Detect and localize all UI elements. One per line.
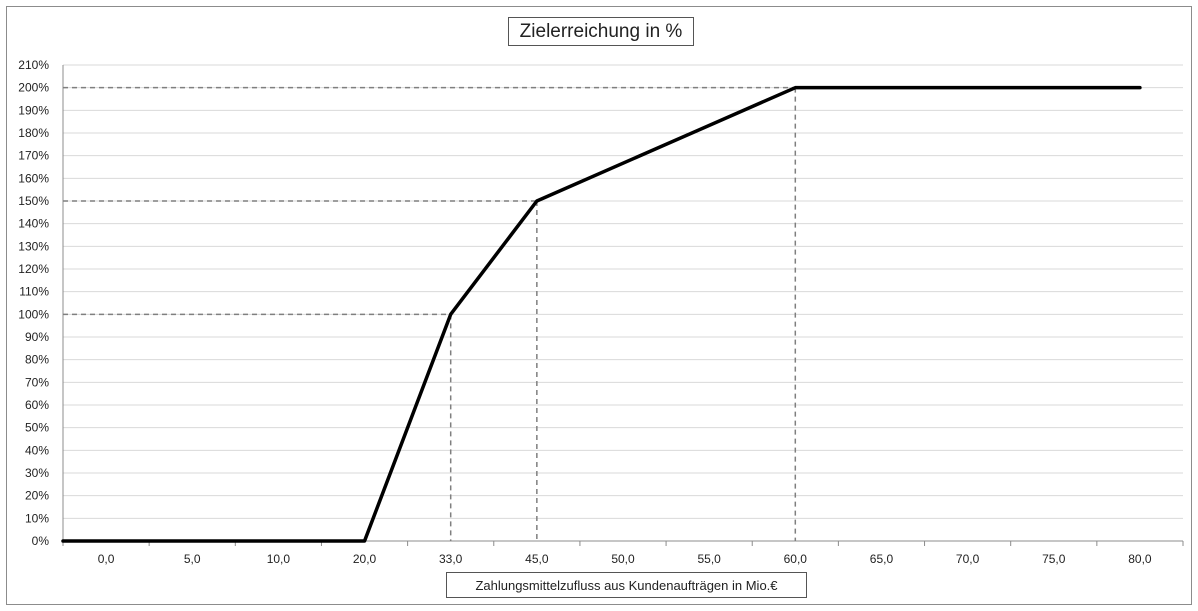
y-tick-label: 210% xyxy=(18,58,49,72)
series-line xyxy=(61,85,1142,543)
y-tick-label: 10% xyxy=(25,511,49,525)
y-tick-label: 160% xyxy=(18,171,49,185)
x-tick-label: 65,0 xyxy=(870,552,894,566)
reference-lines xyxy=(63,86,797,541)
y-tick-label: 80% xyxy=(25,353,49,367)
series-group xyxy=(61,85,1142,543)
y-tick-label: 150% xyxy=(18,194,49,208)
x-tick-label: 0,0 xyxy=(98,552,115,566)
y-tick-label: 190% xyxy=(18,103,49,117)
y-tick-label: 20% xyxy=(25,489,49,503)
x-tick-label: 55,0 xyxy=(697,552,721,566)
y-tick-label: 70% xyxy=(25,375,49,389)
x-tick-label: 10,0 xyxy=(267,552,291,566)
x-tick-label: 20,0 xyxy=(353,552,377,566)
y-tick-label: 110% xyxy=(19,285,49,299)
y-tick-label: 170% xyxy=(18,149,49,163)
y-tick-label: 200% xyxy=(18,81,49,95)
x-tick-label: 80,0 xyxy=(1128,552,1152,566)
x-tick-label: 70,0 xyxy=(956,552,980,566)
y-tick-label: 130% xyxy=(18,239,49,253)
y-tick-label: 90% xyxy=(25,330,49,344)
x-tick-label: 75,0 xyxy=(1042,552,1066,566)
chart-title: Zielerreichung in % xyxy=(508,17,694,46)
y-tick-label: 140% xyxy=(18,217,49,231)
grid-lines xyxy=(62,64,1183,542)
y-tick-label: 60% xyxy=(25,398,49,412)
y-tick-label: 40% xyxy=(25,443,49,457)
x-tick-label: 50,0 xyxy=(611,552,635,566)
x-tick-label: 33,0 xyxy=(439,552,463,566)
ticks: 0% 10% 20% 30% 40% 50% 60% 70% 80% 90% 100% 110% 120… xyxy=(18,58,1184,566)
y-tick-label: 50% xyxy=(25,421,49,435)
y-tick-label: 30% xyxy=(25,466,49,480)
x-axis-label: Zahlungsmittelzufluss aus Kundenaufträge… xyxy=(446,572,807,598)
y-tick-label: 0% xyxy=(32,534,50,548)
y-tick-label: 100% xyxy=(18,307,49,321)
x-tick-label: 45,0 xyxy=(525,552,549,566)
chart-frame xyxy=(6,6,1192,605)
x-tick-label: 60,0 xyxy=(784,552,808,566)
x-tick-label: 5,0 xyxy=(184,552,201,566)
y-tick-label: 120% xyxy=(18,262,49,276)
y-tick-label: 180% xyxy=(18,126,49,140)
